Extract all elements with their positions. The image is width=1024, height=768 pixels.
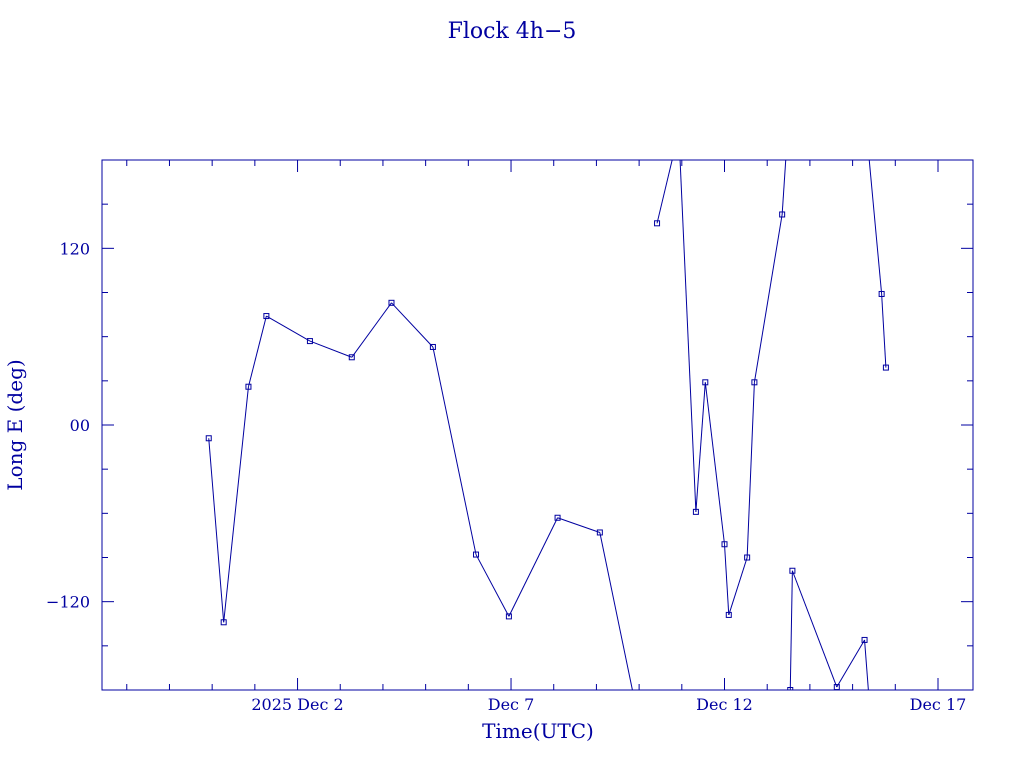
axis-ticks xyxy=(102,160,973,690)
series-line-segment xyxy=(557,517,601,533)
data-point xyxy=(789,567,796,574)
series-line-segment xyxy=(868,160,883,295)
data-point xyxy=(654,220,661,227)
series-line-segment xyxy=(432,346,477,555)
data-point xyxy=(554,514,561,521)
y-axis-label: Long E (deg) xyxy=(3,359,27,490)
data-point xyxy=(596,529,603,536)
series-line-segment xyxy=(351,302,392,358)
series-line-segment xyxy=(695,382,706,512)
data-point xyxy=(882,364,889,371)
series-line-segment xyxy=(881,293,887,368)
series-line-segment xyxy=(391,302,434,348)
data-point xyxy=(744,554,751,561)
tick-labels: 2025 Dec 2 Dec 7 Dec 12 Dec 17 120 00 −120 xyxy=(46,239,966,714)
data-point xyxy=(505,613,512,620)
series-line-segment xyxy=(309,340,352,358)
data-point xyxy=(205,435,212,442)
series-line-segment xyxy=(728,557,748,616)
data-point xyxy=(779,211,786,218)
series-line-segment xyxy=(208,438,225,623)
data-point xyxy=(833,684,840,690)
series-plot xyxy=(205,160,889,690)
series-line-segment xyxy=(789,570,793,690)
data-point xyxy=(861,636,868,643)
data-point xyxy=(878,290,885,297)
chart-title: Flock 4h−5 xyxy=(448,19,577,44)
series-line-segment xyxy=(679,160,697,512)
data-point xyxy=(473,551,480,558)
series-line-segment xyxy=(247,315,267,387)
y-tick-label: 120 xyxy=(59,239,90,258)
series-line-segment xyxy=(599,532,633,690)
data-point xyxy=(725,611,732,618)
data-point xyxy=(348,354,355,361)
series-line-segment xyxy=(656,160,673,224)
plot-frame xyxy=(101,159,974,691)
data-point xyxy=(787,687,794,690)
series-line-segment xyxy=(781,160,787,215)
data-point xyxy=(721,541,728,548)
series-line-segment xyxy=(704,382,726,545)
x-tick-label: Dec 12 xyxy=(696,695,753,714)
series-line-segment xyxy=(223,386,249,623)
data-point xyxy=(263,313,270,320)
data-point xyxy=(220,619,227,626)
y-tick-label: 00 xyxy=(70,416,90,435)
series-line-segment xyxy=(791,570,838,688)
data-point xyxy=(245,383,252,390)
series-line-segment xyxy=(508,517,559,617)
series-line-segment xyxy=(746,382,755,558)
data-point xyxy=(306,338,313,345)
series-line-segment xyxy=(724,544,730,615)
series-line-segment xyxy=(836,639,865,688)
series-line-segment xyxy=(475,554,510,617)
data-point xyxy=(702,379,709,386)
x-tick-label: 2025 Dec 2 xyxy=(251,695,343,714)
series-line-segment xyxy=(753,214,783,383)
x-axis-label: Time(UTC) xyxy=(482,719,594,743)
series-line-segment xyxy=(266,315,311,342)
x-tick-label: Dec 17 xyxy=(910,695,967,714)
data-point xyxy=(751,379,758,386)
data-point xyxy=(429,343,436,350)
y-tick-label: −120 xyxy=(46,593,90,612)
data-point xyxy=(388,299,395,306)
x-tick-label: Dec 7 xyxy=(488,695,535,714)
series-line-segment xyxy=(864,639,869,690)
data-point xyxy=(692,508,699,515)
